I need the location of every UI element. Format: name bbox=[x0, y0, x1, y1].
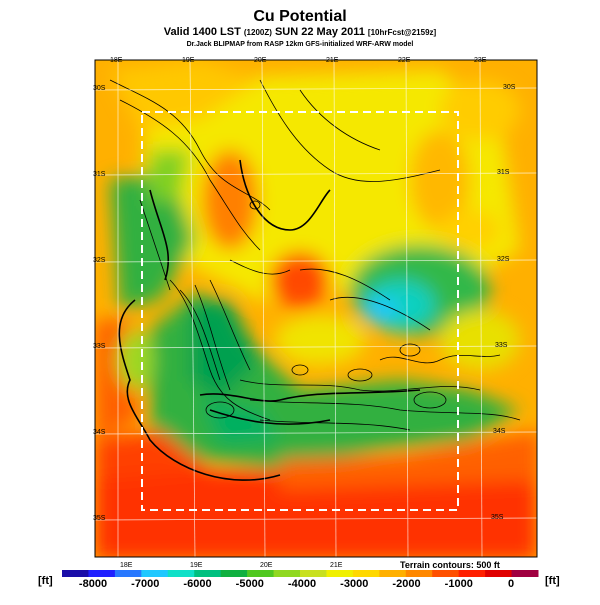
colorbar-swatch bbox=[511, 570, 539, 577]
lon-label-bottom: 21E bbox=[330, 562, 343, 569]
colorbar-swatch bbox=[88, 570, 116, 577]
lat-label-right: 34S bbox=[493, 428, 506, 435]
terrain-contours bbox=[109, 79, 521, 431]
valid-time: Valid 1400 LST bbox=[163, 26, 241, 38]
colorbar-tick-label: -7000 bbox=[131, 578, 160, 590]
colorbar-swatch bbox=[273, 570, 301, 577]
colorbar-swatch bbox=[458, 570, 486, 577]
colorbar-tick-label: -5000 bbox=[235, 578, 264, 590]
colorbar-swatch bbox=[485, 570, 513, 577]
colorbar-swatch bbox=[194, 570, 222, 577]
forecast-info: [10hrFcst@2159z] bbox=[367, 28, 437, 37]
lat-label-left: 33S bbox=[93, 343, 106, 350]
colorbar-unit-left: [ft] bbox=[38, 575, 53, 587]
lon-label-bottom: 20E bbox=[260, 562, 273, 569]
lon-label-top: 23E bbox=[474, 57, 487, 64]
colorbar-tick-label: -8000 bbox=[78, 578, 108, 590]
coastline bbox=[118, 159, 421, 481]
lat-label-left: 30S bbox=[93, 85, 106, 92]
field-shading bbox=[95, 60, 537, 557]
colorbar-swatch bbox=[220, 570, 248, 577]
colorbar-swatch bbox=[405, 570, 433, 577]
colorbar-tick-label: 0 bbox=[507, 578, 515, 590]
colorbar-tick-label: -6000 bbox=[183, 578, 212, 590]
colorbar-swatch bbox=[352, 570, 380, 577]
lon-label-top: 18E bbox=[110, 57, 123, 64]
lon-label-bottom: 18E bbox=[120, 562, 133, 569]
colorbar-tick-label: -2000 bbox=[392, 578, 421, 590]
graticule bbox=[95, 60, 537, 557]
lat-label-left: 35S bbox=[93, 515, 106, 522]
lon-label-top: 21E bbox=[326, 57, 339, 64]
colorbar-swatch bbox=[114, 570, 142, 577]
colorbar-swatch bbox=[141, 570, 169, 577]
chart-subtitle: Valid 1400 LST (1200Z) SUN 22 May 2011 [… bbox=[0, 26, 600, 38]
map-frame bbox=[94, 59, 538, 558]
inner-domain-box bbox=[141, 111, 459, 511]
terrain-contour-note: Terrain contours: 500 ft bbox=[400, 560, 500, 570]
lon-label-top: 19E bbox=[182, 57, 195, 64]
colorbar-tick-label: -1000 bbox=[444, 578, 473, 590]
lon-label-bottom: 19E bbox=[190, 562, 203, 569]
colorbar-swatch bbox=[432, 570, 460, 577]
colorbar-swatch bbox=[326, 570, 354, 577]
chart-title: Cu Potential bbox=[253, 8, 347, 25]
colorbar-swatch bbox=[247, 570, 275, 577]
colorbar-swatch bbox=[167, 570, 195, 577]
lat-label-right: 32S bbox=[497, 256, 510, 263]
lat-label-left: 32S bbox=[93, 257, 106, 264]
colorbar-unit-right: [ft] bbox=[545, 575, 560, 587]
lat-label-right: 35S bbox=[491, 514, 504, 521]
lon-label-top: 20E bbox=[254, 57, 267, 64]
lat-label-left: 31S bbox=[93, 171, 106, 178]
model-credit: Dr.Jack BLIPMAP from RASP 12km GFS-initi… bbox=[186, 41, 414, 48]
colorbar-swatch bbox=[379, 570, 407, 577]
lat-label-right: 31S bbox=[497, 169, 510, 176]
colorbar-tick-label: -4000 bbox=[287, 578, 317, 590]
lat-label-right: 30S bbox=[503, 84, 516, 91]
colorbar-tick-label: -3000 bbox=[340, 578, 369, 590]
lat-label-right: 33S bbox=[495, 342, 508, 349]
lat-label-left: 34S bbox=[93, 429, 106, 436]
colorbar-swatch bbox=[62, 570, 89, 577]
colorbar-swatch bbox=[300, 570, 327, 577]
lon-label-top: 22E bbox=[398, 57, 411, 64]
valid-date: SUN 22 May 2011 bbox=[274, 26, 365, 38]
colorbar bbox=[62, 570, 539, 577]
utc-time: (1200Z) bbox=[243, 28, 272, 37]
